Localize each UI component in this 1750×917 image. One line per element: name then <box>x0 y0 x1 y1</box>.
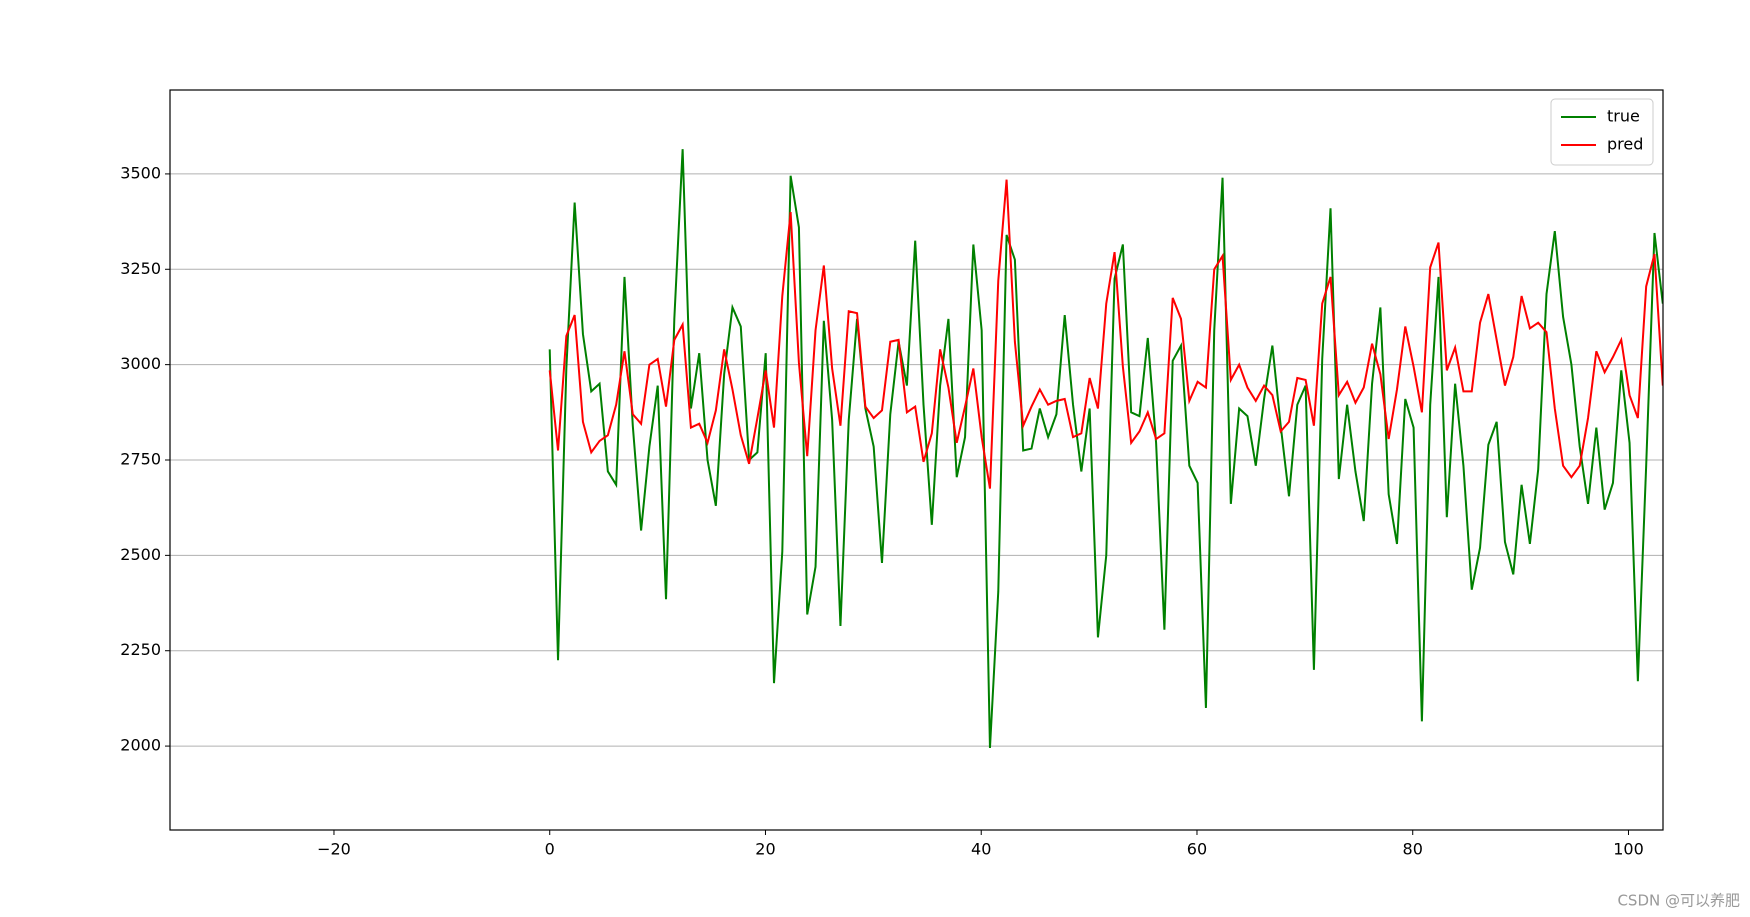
plot-frame <box>169 89 1664 831</box>
line-series <box>548 179 1663 489</box>
watermark: CSDN @可以养肥 <box>1617 892 1740 910</box>
line-series <box>548 149 1663 749</box>
y-tick-label: 2250 <box>120 640 161 659</box>
y-tick-label: 2500 <box>120 545 161 564</box>
x-tick-label: −20 <box>317 840 351 859</box>
y-tick-label: 3500 <box>120 163 161 182</box>
y-tick-label: 2750 <box>120 450 161 469</box>
x-tick-label: 0 <box>545 840 555 859</box>
x-tick-label: 40 <box>971 840 991 859</box>
x-tick-label: 20 <box>755 840 775 859</box>
legend-label: pred <box>1607 135 1643 154</box>
y-tick-label: 2000 <box>120 736 161 755</box>
legend-label: true <box>1607 107 1640 126</box>
y-tick-label: 3250 <box>120 259 161 278</box>
legend-box <box>1550 98 1654 166</box>
x-tick-label: 60 <box>1187 840 1207 859</box>
y-tick-label: 3000 <box>120 354 161 373</box>
x-tick-label: 100 <box>1613 840 1644 859</box>
x-tick-label: 80 <box>1403 840 1423 859</box>
